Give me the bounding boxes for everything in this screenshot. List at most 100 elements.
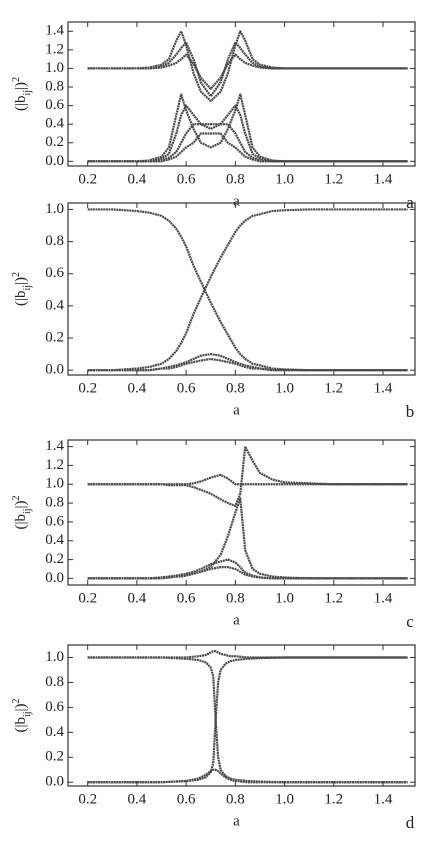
y-tick-label: 0.2 <box>45 749 64 765</box>
y-axis-label: (|bij|)2 <box>11 272 33 306</box>
data-line <box>87 445 408 508</box>
y-label-sub: ij <box>22 508 33 514</box>
y-label-part: |) <box>13 500 29 508</box>
data-line <box>87 768 408 784</box>
y-tick-label: 0.4 <box>45 297 64 313</box>
x-axis-label: a <box>233 612 240 628</box>
x-tick-label: 0.8 <box>226 380 245 396</box>
data-line <box>87 497 408 580</box>
y-label-part: (|b <box>13 96 29 112</box>
x-tick-label: 0.6 <box>177 380 196 396</box>
panel-label: b <box>406 402 415 421</box>
y-tick-label: 0.0 <box>45 362 64 378</box>
x-tick-label: 0.2 <box>78 590 97 606</box>
y-label-sub: ij <box>22 711 33 717</box>
x-tick-label: 1.0 <box>275 380 294 396</box>
y-label-sub: ij <box>22 285 33 291</box>
y-tick-label: 0.8 <box>45 674 64 690</box>
x-tick-label: 1.4 <box>374 171 393 187</box>
x-axis-label: a <box>233 193 240 209</box>
y-tick-label: 0.4 <box>45 724 64 740</box>
plot-frame <box>67 202 416 376</box>
y-tick-label: 1.0 <box>45 476 64 492</box>
data-line <box>87 650 408 659</box>
y-label-part: (|b <box>13 514 29 530</box>
y-label-sup: 2 <box>11 698 22 703</box>
x-tick-label: 1.0 <box>275 171 294 187</box>
x-tick-label: 0.6 <box>177 590 196 606</box>
plot-frame <box>67 439 416 586</box>
y-tick-label: 0.0 <box>45 570 64 586</box>
y-tick-label: 1.0 <box>45 649 64 665</box>
x-tick-label: 1.2 <box>324 791 343 807</box>
y-tick-label: 0.0 <box>45 774 64 790</box>
y-tick-label: 0.6 <box>45 265 64 281</box>
data-line <box>87 656 408 784</box>
y-tick-label: 1.2 <box>45 457 64 473</box>
panel-label: d <box>406 813 415 832</box>
data-line <box>87 93 408 163</box>
y-label-part: |) <box>13 703 29 711</box>
data-line <box>87 104 408 163</box>
x-tick-label: 1.2 <box>324 171 343 187</box>
x-tick-label: 0.8 <box>226 171 245 187</box>
y-label-sup: 2 <box>11 77 22 82</box>
data-line <box>87 208 408 372</box>
y-tick-label: 0.2 <box>45 134 64 150</box>
data-line <box>87 656 408 784</box>
data-line <box>87 208 408 372</box>
y-axis-label: (|bij|)2 <box>11 495 33 529</box>
y-tick-label: 0.8 <box>45 78 64 94</box>
y-label-sup: 2 <box>11 495 22 500</box>
y-axis-label: (|bij|)2 <box>11 77 33 111</box>
x-tick-label: 0.4 <box>128 171 147 187</box>
plot-frame <box>67 21 416 167</box>
y-tick-label: 0.0 <box>45 153 64 169</box>
y-tick-label: 0.4 <box>45 116 64 132</box>
x-tick-label: 0.6 <box>177 791 196 807</box>
x-tick-label: 0.4 <box>128 380 147 396</box>
y-tick-label: 0.2 <box>45 329 64 345</box>
x-tick-label: 0.6 <box>177 171 196 187</box>
x-tick-label: 1.4 <box>374 590 393 606</box>
data-line <box>87 357 408 372</box>
data-line <box>87 53 408 90</box>
panel-label: c <box>406 612 414 631</box>
data-line <box>87 473 408 486</box>
y-tick-label: 0.6 <box>45 699 64 715</box>
y-label-part: |) <box>13 82 29 90</box>
y-tick-label: 1.2 <box>45 41 64 57</box>
x-tick-label: 1.4 <box>374 791 393 807</box>
data-line <box>87 558 408 580</box>
y-tick-label: 1.0 <box>45 60 64 76</box>
plot-frame <box>67 644 416 787</box>
x-tick-label: 0.2 <box>78 171 97 187</box>
y-label-part: (|b <box>13 291 29 307</box>
y-tick-label: 0.4 <box>45 532 64 548</box>
x-tick-label: 1.2 <box>324 380 343 396</box>
y-tick-label: 0.6 <box>45 513 64 529</box>
x-tick-label: 1.4 <box>374 380 393 396</box>
x-tick-label: 0.4 <box>128 590 147 606</box>
y-tick-label: 0.8 <box>45 233 64 249</box>
x-tick-label: 1.0 <box>275 590 294 606</box>
y-tick-label: 0.8 <box>45 495 64 511</box>
y-axis-label: (|bij|)2 <box>11 698 33 732</box>
y-tick-label: 1.4 <box>45 438 64 454</box>
x-tick-label: 0.2 <box>78 791 97 807</box>
y-tick-label: 0.2 <box>45 551 64 567</box>
x-axis-label: a <box>233 813 240 829</box>
y-tick-label: 0.6 <box>45 97 64 113</box>
data-line <box>87 30 408 103</box>
x-tick-label: 0.4 <box>128 791 147 807</box>
x-tick-label: 0.8 <box>226 791 245 807</box>
y-label-sub: ij <box>22 90 33 96</box>
data-line <box>87 132 408 163</box>
y-label-sup: 2 <box>11 272 22 277</box>
x-axis-label: a <box>233 402 240 418</box>
y-label-part: |) <box>13 277 29 285</box>
x-tick-label: 1.2 <box>324 590 343 606</box>
x-tick-label: 1.0 <box>275 791 294 807</box>
x-tick-label: 0.8 <box>226 590 245 606</box>
